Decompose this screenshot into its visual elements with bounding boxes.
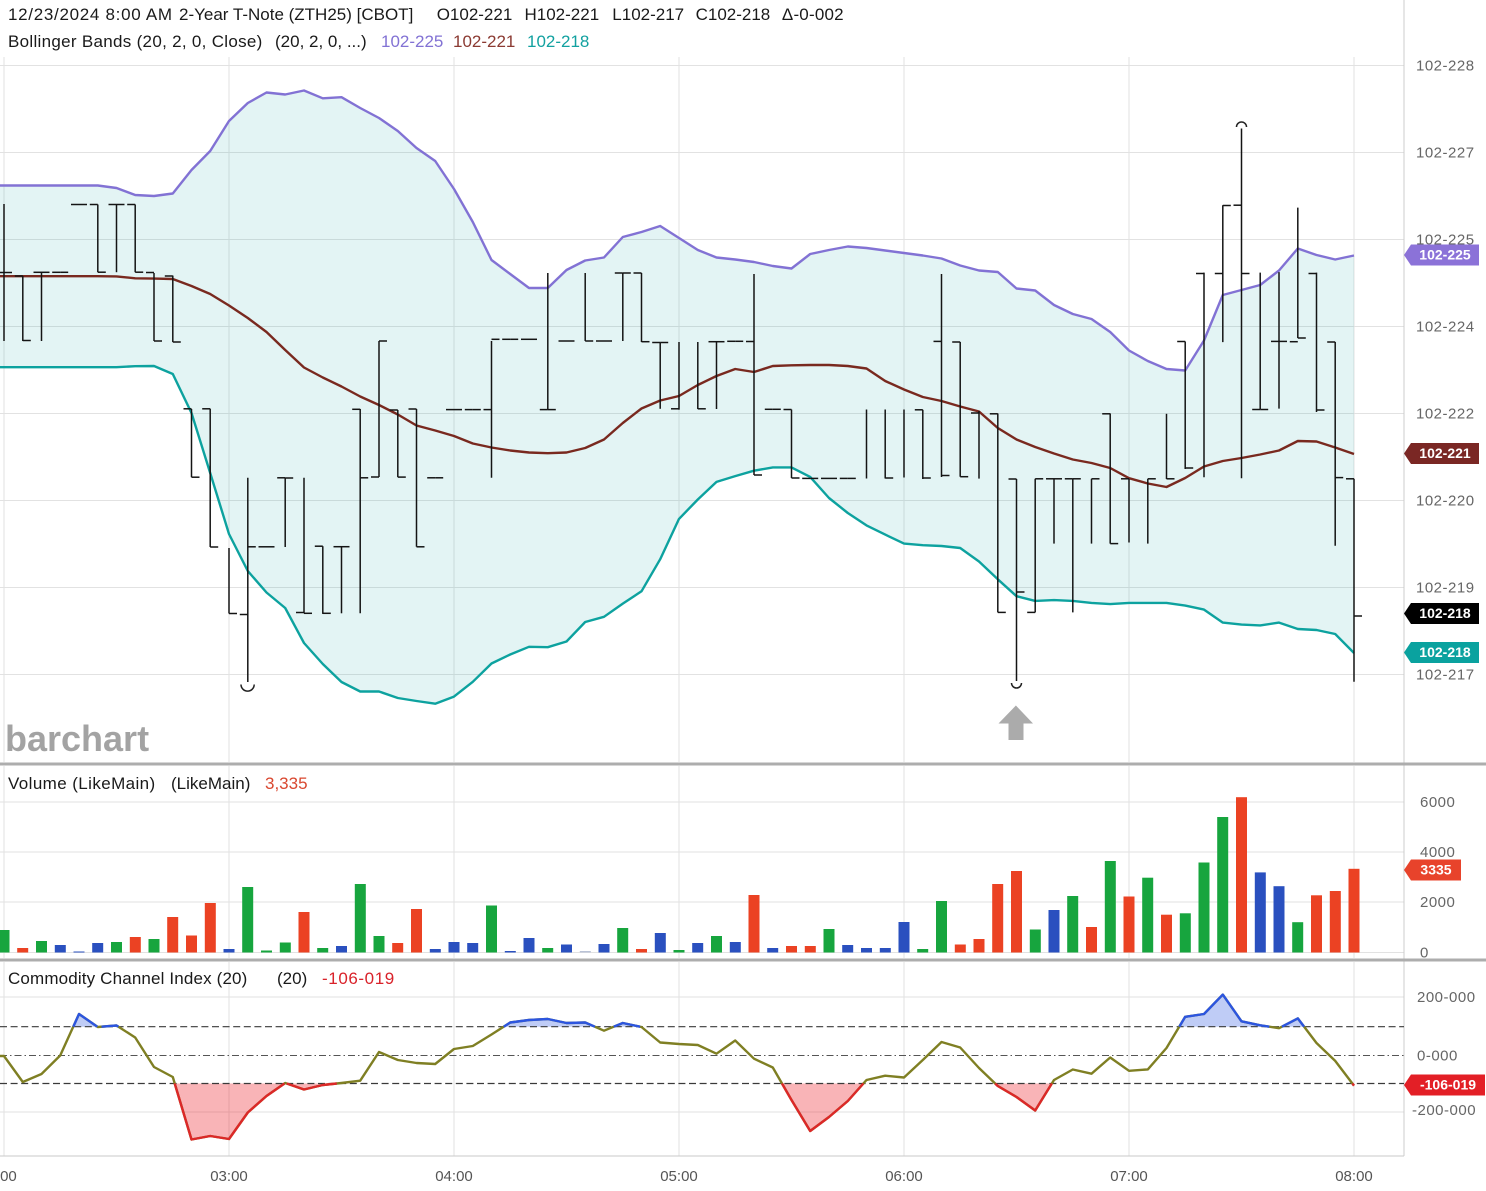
svg-text:102-225: 102-225 — [1419, 247, 1471, 263]
svg-text:102-227: 102-227 — [1416, 145, 1475, 162]
svg-text:102-224: 102-224 — [1416, 319, 1475, 336]
svg-text:4000: 4000 — [1420, 844, 1455, 861]
svg-text:06:00: 06:00 — [885, 1168, 923, 1185]
svg-text:102-228: 102-228 — [1416, 58, 1475, 75]
svg-text:2000: 2000 — [1420, 894, 1455, 911]
svg-text:08:00: 08:00 — [1335, 1168, 1373, 1185]
svg-text:(LikeMain): (LikeMain) — [171, 774, 250, 793]
svg-text:07:00: 07:00 — [1110, 1168, 1148, 1185]
svg-text:200-000: 200-000 — [1417, 989, 1476, 1006]
svg-text:0: 0 — [1420, 945, 1429, 962]
svg-text:barchart: barchart — [5, 718, 149, 759]
svg-text:102-218: 102-218 — [1419, 605, 1471, 621]
svg-text:Δ-0-002: Δ-0-002 — [782, 5, 844, 24]
svg-text:102-218: 102-218 — [527, 32, 589, 51]
svg-text:02:00: 02:00 — [0, 1168, 17, 1185]
svg-text:O102-221: O102-221 — [437, 5, 513, 24]
svg-text:-106-019: -106-019 — [1420, 1077, 1476, 1093]
svg-text:102-221: 102-221 — [453, 32, 515, 51]
svg-text:102-221: 102-221 — [1419, 445, 1471, 461]
svg-text:102-222: 102-222 — [1416, 406, 1475, 423]
svg-text:(20): (20) — [277, 969, 307, 988]
svg-text:Bollinger Bands (20, 2, 0, Clo: Bollinger Bands (20, 2, 0, Close) — [8, 32, 263, 51]
svg-text:12/23/2024 8:00 AM: 12/23/2024 8:00 AM — [8, 5, 173, 24]
svg-text:04:00: 04:00 — [435, 1168, 473, 1185]
svg-text:H102-221: H102-221 — [525, 5, 600, 24]
svg-text:-106-019: -106-019 — [322, 969, 395, 988]
svg-text:2-Year T-Note (ZTH25) [CBOT]: 2-Year T-Note (ZTH25) [CBOT] — [179, 5, 413, 24]
svg-text:102-217: 102-217 — [1416, 667, 1475, 684]
svg-text:05:00: 05:00 — [660, 1168, 698, 1185]
svg-text:3,335: 3,335 — [265, 774, 308, 793]
svg-text:0-000: 0-000 — [1417, 1048, 1458, 1065]
svg-text:03:00: 03:00 — [210, 1168, 248, 1185]
svg-text:3335: 3335 — [1420, 862, 1451, 878]
svg-text:102-225: 102-225 — [1416, 232, 1475, 249]
svg-text:L102-217: L102-217 — [612, 5, 684, 24]
svg-text:102-225: 102-225 — [381, 32, 443, 51]
svg-text:Volume (LikeMain): Volume (LikeMain) — [8, 774, 156, 793]
svg-text:-200-000: -200-000 — [1412, 1102, 1476, 1119]
svg-text:102-219: 102-219 — [1416, 580, 1475, 597]
svg-text:6000: 6000 — [1420, 794, 1455, 811]
svg-text:102-220: 102-220 — [1416, 493, 1475, 510]
svg-text:C102-218: C102-218 — [696, 5, 771, 24]
svg-text:102-218: 102-218 — [1419, 644, 1471, 660]
svg-text:(20, 2, 0, ...): (20, 2, 0, ...) — [275, 32, 367, 51]
svg-text:Commodity Channel Index (20): Commodity Channel Index (20) — [8, 969, 247, 988]
